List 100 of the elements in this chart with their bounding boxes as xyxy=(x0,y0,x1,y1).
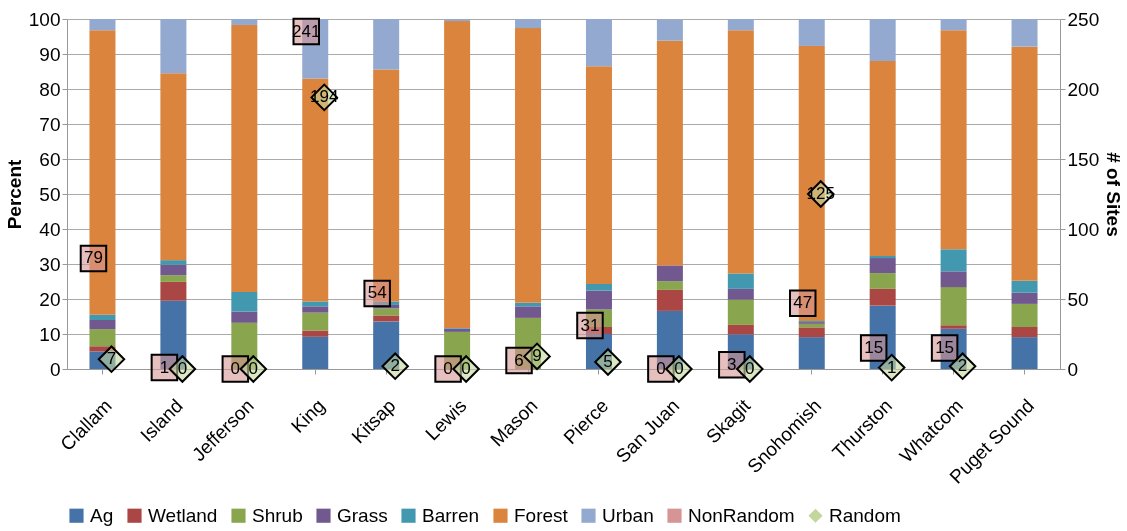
legend-label: Grass xyxy=(337,504,388,526)
bar xyxy=(1011,292,1038,304)
y-tick-label: 100 xyxy=(28,8,61,30)
bar xyxy=(585,283,612,291)
bar xyxy=(160,264,187,276)
y-tick-label: 90 xyxy=(39,43,61,65)
bar xyxy=(302,306,329,313)
data-label: 3 xyxy=(727,354,737,374)
y2-tick-label: 100 xyxy=(1067,218,1100,240)
bar xyxy=(798,337,825,369)
data-label: 15 xyxy=(935,338,955,357)
y-tick-label: 10 xyxy=(39,323,61,345)
bar xyxy=(940,271,967,288)
bar xyxy=(1011,303,1038,327)
bar xyxy=(1011,19,1038,47)
bar xyxy=(656,289,683,311)
bar xyxy=(869,19,896,61)
data-label: 0 xyxy=(177,359,188,378)
bar xyxy=(727,299,754,325)
bar xyxy=(231,24,258,292)
bar xyxy=(160,19,187,74)
bar xyxy=(869,288,896,306)
bar xyxy=(302,312,329,331)
bar xyxy=(727,30,754,274)
bar xyxy=(1011,280,1038,293)
bar xyxy=(585,334,612,369)
bar xyxy=(656,281,683,290)
bar xyxy=(444,19,471,22)
bar xyxy=(231,292,258,312)
bar xyxy=(302,301,329,307)
y-tick-label: 50 xyxy=(39,183,61,205)
legend-label: Urban xyxy=(602,504,654,526)
data-label: 6 xyxy=(514,350,524,370)
bar xyxy=(444,21,471,329)
y-tick-label: 20 xyxy=(39,288,61,310)
bar xyxy=(727,288,754,300)
bar xyxy=(373,19,400,70)
y-tick-label: 60 xyxy=(39,148,61,170)
bar xyxy=(89,314,116,320)
legend-label: Shrub xyxy=(252,504,303,526)
bar xyxy=(160,275,187,282)
bar xyxy=(89,329,116,347)
bar xyxy=(585,66,612,284)
bar xyxy=(373,308,400,316)
bar xyxy=(515,28,542,303)
data-label: 7 xyxy=(106,349,117,369)
legend-label: Wetland xyxy=(148,504,218,526)
bar xyxy=(160,281,187,301)
legend-label: NonRandom xyxy=(688,504,795,526)
y2-tick-label: 50 xyxy=(1067,288,1089,310)
data-label: 241 xyxy=(292,21,321,41)
bar xyxy=(869,273,896,289)
data-label: 54 xyxy=(367,283,387,303)
bar xyxy=(231,19,258,25)
y-axis-title: Percent xyxy=(3,158,25,230)
data-label: 0 xyxy=(248,359,259,378)
data-label: 47 xyxy=(793,293,813,313)
bar xyxy=(727,19,754,31)
bar xyxy=(656,265,683,282)
data-label: 2 xyxy=(957,356,968,376)
bar xyxy=(656,19,683,41)
bar xyxy=(373,321,400,369)
bar xyxy=(869,258,896,274)
y2-tick-label: 200 xyxy=(1067,78,1100,100)
bar xyxy=(302,330,329,337)
bar xyxy=(89,346,116,352)
data-label: 0 xyxy=(674,359,684,378)
legend-label: Random xyxy=(829,504,901,526)
x-tick-label: King xyxy=(286,395,329,437)
bar xyxy=(869,61,896,256)
data-label: 15 xyxy=(864,338,884,357)
legend-label: Ag xyxy=(90,504,114,526)
bar xyxy=(373,315,400,322)
legend-label: Forest xyxy=(514,504,569,526)
y-tick-label: 30 xyxy=(39,253,61,275)
y2-tick-label: 0 xyxy=(1067,358,1079,380)
bar xyxy=(940,287,967,326)
data-label: 0 xyxy=(656,359,666,378)
bar xyxy=(89,19,116,31)
bar xyxy=(940,249,967,272)
bar xyxy=(585,19,612,67)
data-label: 9 xyxy=(532,346,542,366)
bar xyxy=(727,273,754,289)
legend-label: Barren xyxy=(422,504,480,526)
bar xyxy=(231,311,258,323)
data-label: 0 xyxy=(443,359,453,378)
bar xyxy=(798,19,825,46)
bar xyxy=(160,73,187,261)
bar xyxy=(302,336,329,369)
y-tick-label: 40 xyxy=(39,218,61,240)
bar xyxy=(656,40,683,266)
data-label: 2 xyxy=(390,356,400,376)
bar xyxy=(1011,46,1038,281)
bar xyxy=(940,325,967,329)
y2-tick-label: 250 xyxy=(1067,8,1100,30)
bar xyxy=(940,30,967,250)
bar xyxy=(515,306,542,318)
bar xyxy=(515,19,542,29)
bar xyxy=(373,301,400,305)
bar xyxy=(1011,337,1038,369)
